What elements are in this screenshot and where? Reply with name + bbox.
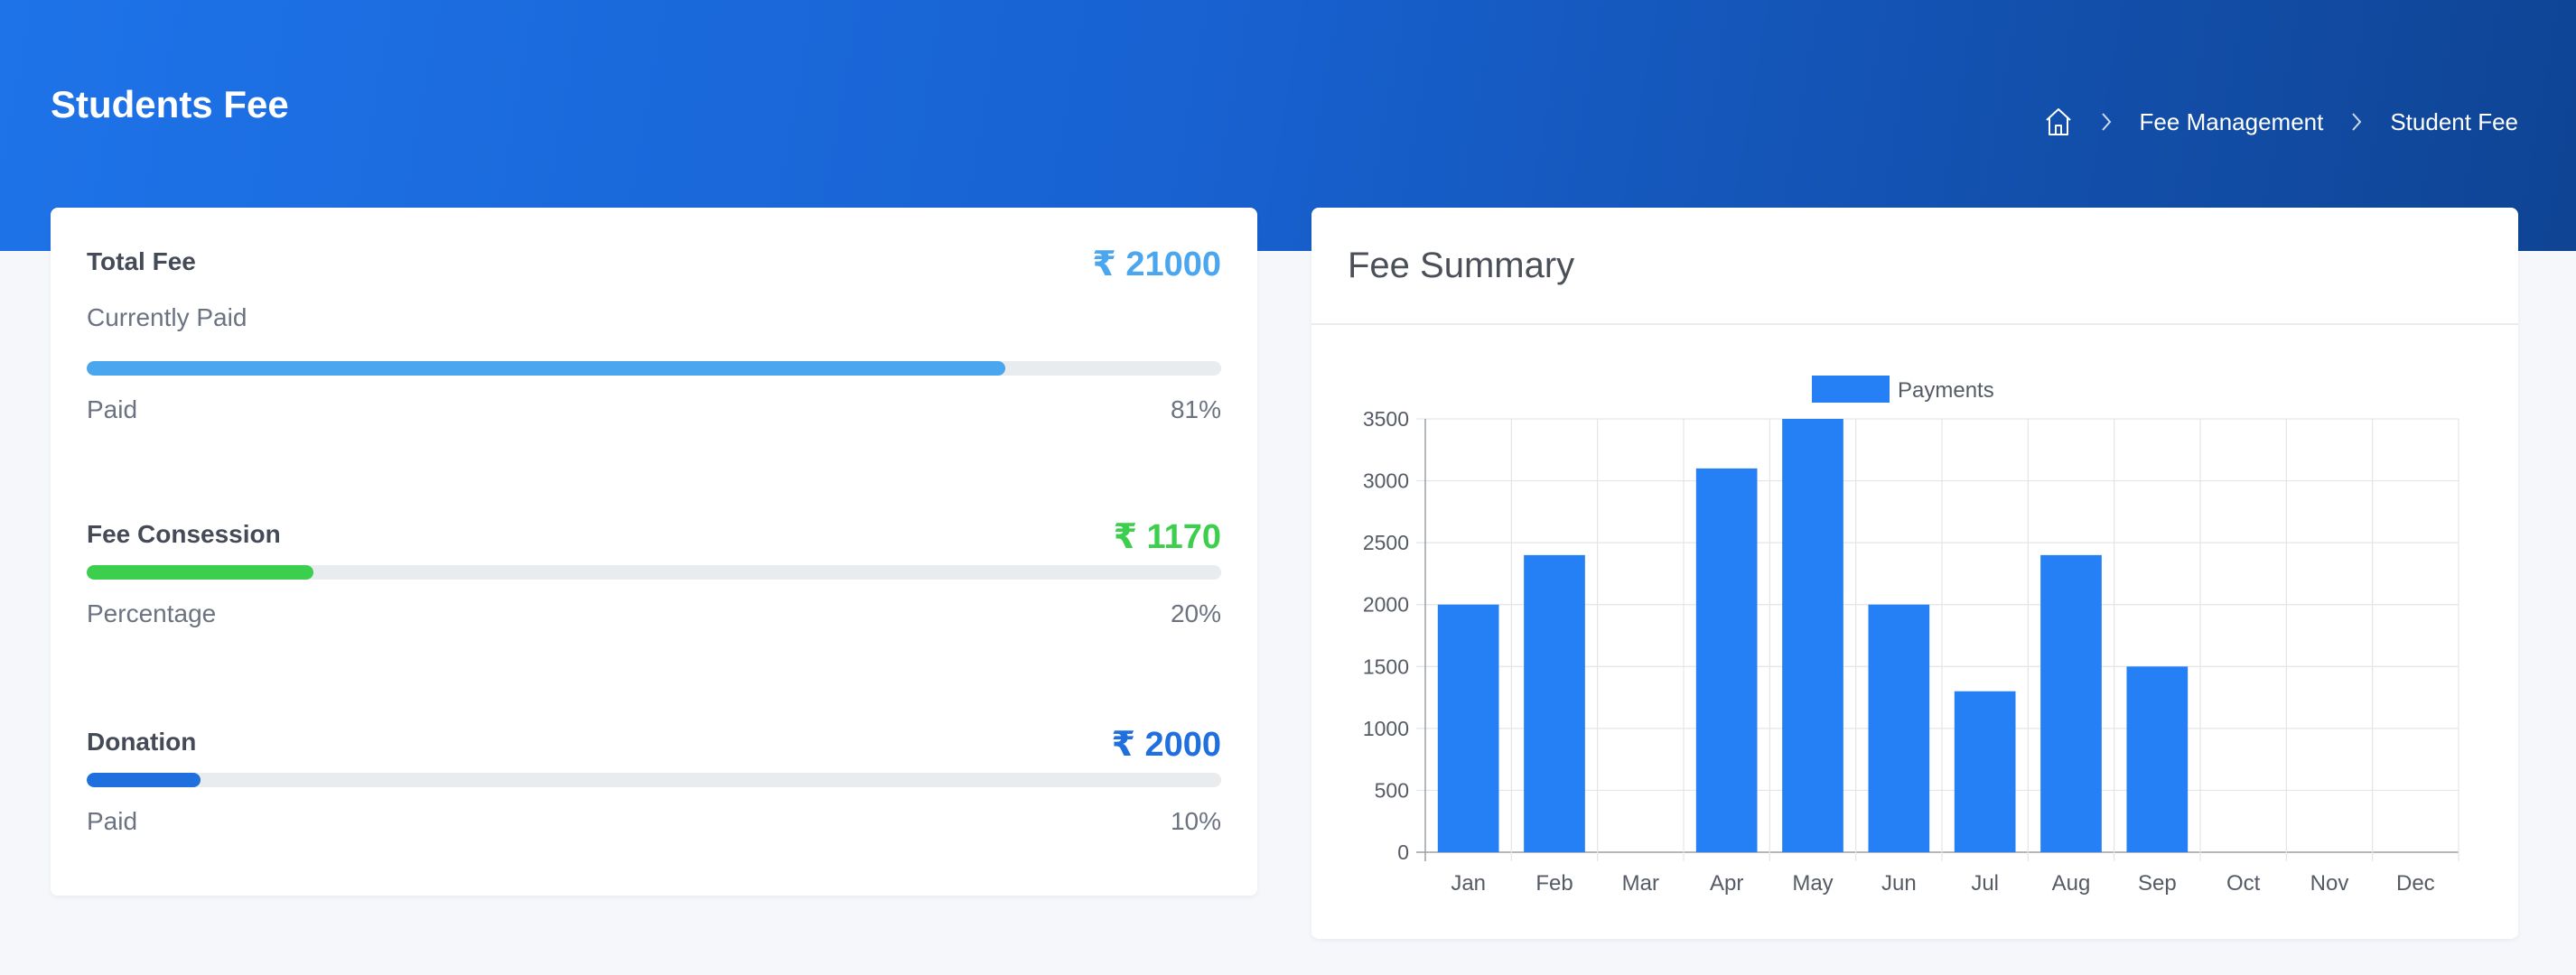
legend-label: Payments [1898, 378, 1994, 403]
fee-summary-title: Fee Summary [1348, 246, 1575, 285]
concession-progress-label: Percentage [87, 599, 217, 627]
total-fee-progress-bar [87, 361, 1221, 376]
breadcrumb: Fee Management Student Fee [2044, 107, 2518, 137]
donation-progress-label: Paid [87, 807, 138, 835]
y-tick-label: 3500 [1363, 407, 1409, 431]
x-tick-label: Nov [2310, 871, 2349, 896]
x-tick-label: Apr [1710, 871, 1743, 896]
concession-progress-bar [87, 565, 1221, 580]
concession-amount: ₹ 1170 [1113, 518, 1221, 556]
donation-progress-value: 10% [1170, 807, 1221, 835]
total-fee-progress-fill [87, 361, 1006, 376]
total-fee-progress-label: Paid [87, 395, 138, 423]
donation-amount: ₹ 2000 [1111, 726, 1221, 764]
fee-summary-card: Fee Summary 0 500 1000 1500 2000 2500 3000 3500… [1311, 208, 2518, 939]
breadcrumb-student-fee: Student Fee [2390, 107, 2518, 135]
donation-block: Donation ₹ 2000 Paid 10% [87, 726, 1221, 845]
x-tick-label: Jan [1451, 871, 1486, 896]
x-tick-label: Feb [1535, 871, 1573, 896]
y-tick-label: 3000 [1363, 469, 1409, 493]
home-icon[interactable] [2044, 107, 2073, 137]
total-fee-progress-value: 81% [1170, 395, 1221, 423]
total-fee-block: Total Fee ₹ 21000 Currently Paid Paid 81… [87, 246, 1221, 428]
total-fee-title: Total Fee [87, 247, 196, 275]
bar-aug [2040, 554, 2102, 852]
bar-jul [1954, 691, 2016, 852]
fee-summary-chart: 0 500 1000 1500 2000 2500 3000 3500 Jan Feb Mar Apr… [1363, 376, 2459, 896]
x-tick-label: Dec [2396, 871, 2435, 896]
breadcrumb-fee-management[interactable]: Fee Management [2139, 107, 2324, 135]
legend-swatch [1812, 376, 1890, 403]
page-title: Students Fee [51, 83, 289, 125]
y-tick-label: 500 [1375, 778, 1409, 802]
bar-jan [1437, 604, 1499, 852]
concession-block: Fee Consession ₹ 1170 Percentage 20% [87, 518, 1221, 637]
bar-sep [2126, 666, 2189, 852]
y-tick-label: 1500 [1363, 655, 1409, 678]
donation-title: Donation [87, 728, 197, 756]
bar-jun [1868, 604, 1930, 852]
y-tick-label: 0 [1397, 840, 1409, 864]
x-tick-label: Jul [1971, 871, 1999, 896]
total-fee-amount: ₹ 21000 [1092, 246, 1221, 283]
bar-apr [1695, 468, 1758, 852]
total-fee-subtitle: Currently Paid [87, 303, 247, 331]
x-tick-label: Sep [2138, 871, 2177, 896]
y-tick-label: 2500 [1363, 531, 1409, 554]
card-divider [1311, 323, 2518, 325]
x-tick-label: May [1792, 871, 1833, 896]
x-tick-label: Mar [1622, 871, 1659, 896]
donation-progress-fill [87, 773, 201, 787]
x-tick-label: Jun [1881, 871, 1917, 896]
fee-overview-card: Total Fee ₹ 21000 Currently Paid Paid 81… [51, 208, 1257, 896]
chevron-right-icon [2100, 112, 2113, 132]
concession-progress-fill [87, 565, 314, 580]
concession-title: Fee Consession [87, 520, 281, 548]
chevron-right-icon [2350, 112, 2363, 132]
bar-may [1782, 419, 1843, 852]
donation-progress-bar [87, 773, 1221, 787]
concession-progress-value: 20% [1170, 599, 1221, 627]
y-tick-label: 1000 [1363, 717, 1409, 740]
x-tick-label: Aug [2052, 871, 2091, 896]
y-tick-label: 2000 [1363, 593, 1409, 617]
x-tick-label: Oct [2226, 871, 2261, 896]
bar-feb [1524, 554, 1585, 852]
